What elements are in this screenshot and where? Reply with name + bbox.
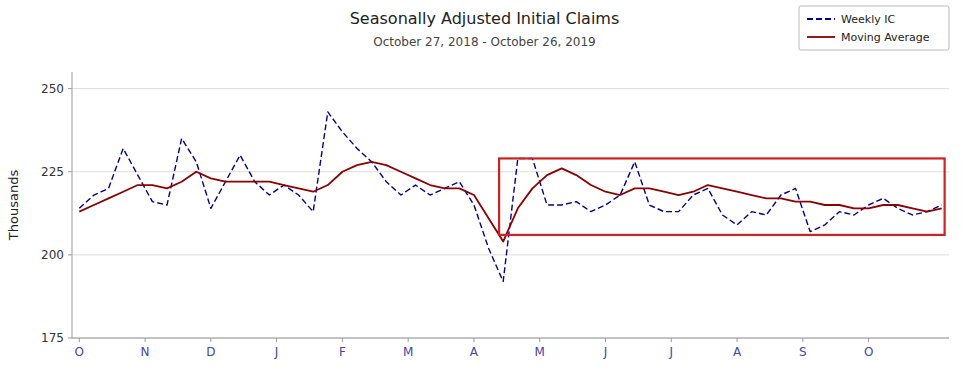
x-tick-label: O <box>75 345 84 359</box>
x-tick <box>802 338 803 342</box>
grid <box>72 89 949 338</box>
grid-line <box>72 338 949 339</box>
y-tick-label: 225 <box>41 165 64 179</box>
x-tick <box>408 338 409 342</box>
x-tick-label: J <box>274 345 279 359</box>
x-tick-label: D <box>206 345 215 359</box>
legend-label: Weekly IC <box>841 13 895 26</box>
line <box>79 162 941 242</box>
highlight-rect <box>499 158 945 234</box>
legend-swatch <box>807 36 835 38</box>
x-tick <box>539 338 540 342</box>
y-tick <box>68 171 72 172</box>
x-tick-label: A <box>733 345 742 359</box>
x-tick-label: A <box>470 345 479 359</box>
y-tick <box>68 338 72 339</box>
legend-swatch <box>807 18 835 20</box>
x-tick-label: O <box>864 345 873 359</box>
y-tick-label: 175 <box>41 331 64 345</box>
x-axis <box>72 338 949 339</box>
x-tick <box>737 338 738 342</box>
grid-line <box>72 254 949 255</box>
line <box>79 112 941 282</box>
y-axis <box>72 72 73 338</box>
legend-label: Moving Average <box>841 31 930 44</box>
title: Seasonally Adjusted Initial Claims <box>350 9 620 28</box>
x-tick <box>605 338 606 342</box>
y-tick <box>68 88 72 89</box>
x-tick <box>671 338 672 342</box>
x-tick <box>473 338 474 342</box>
x-tick <box>342 338 343 342</box>
x-tick <box>868 338 869 342</box>
grid-line <box>72 171 949 172</box>
legend: Weekly IC Moving Average <box>799 6 949 50</box>
chart: Seasonally Adjusted Initial Claims Octobe… <box>0 0 969 380</box>
x-tick-label: F <box>339 345 346 359</box>
x-tick-label: M <box>535 345 545 359</box>
x-tick-label: S <box>799 345 807 359</box>
plot-area <box>79 112 941 282</box>
y-tick-label: 200 <box>41 248 64 262</box>
x-tick <box>210 338 211 342</box>
x-tick-label: M <box>403 345 413 359</box>
subtitle: October 27, 2018 - October 26, 2019 <box>373 35 596 49</box>
y-axis-label: Thousands <box>6 170 21 242</box>
x-tick-label: J <box>669 345 674 359</box>
x-tick-label: N <box>141 345 150 359</box>
legend-box <box>799 6 949 50</box>
x-tick-label: J <box>603 345 608 359</box>
x-tick <box>145 338 146 342</box>
y-tick-label: 250 <box>41 82 64 96</box>
x-tick <box>79 338 80 342</box>
grid-line <box>72 88 949 89</box>
x-tick <box>276 338 277 342</box>
y-tick <box>68 254 72 255</box>
